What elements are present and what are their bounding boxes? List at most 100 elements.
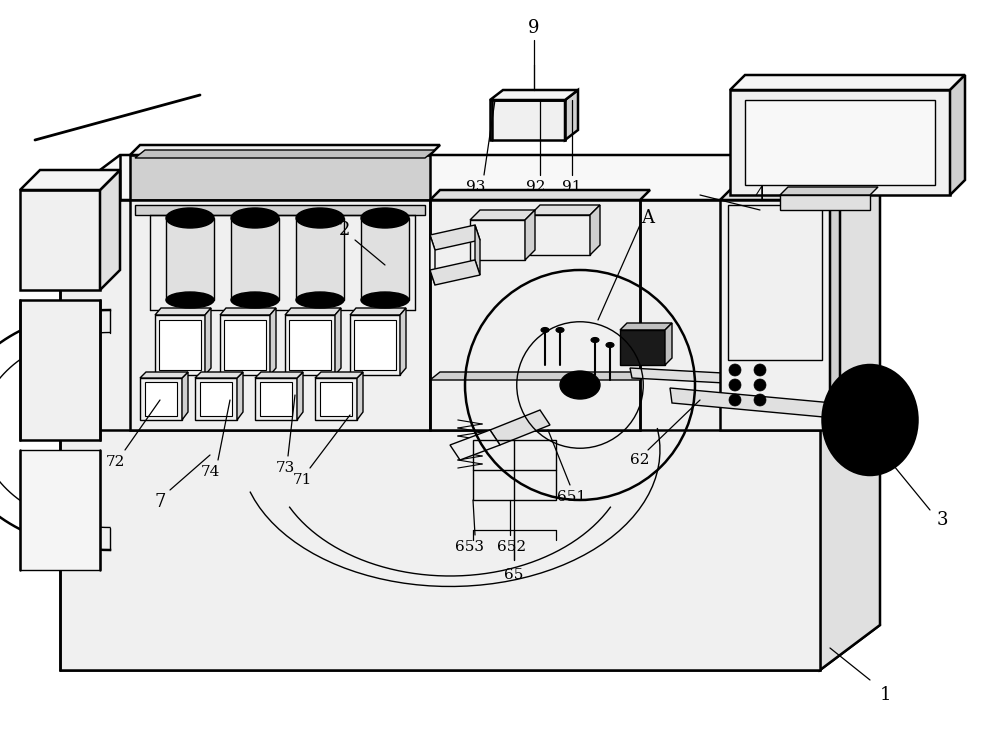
Polygon shape [720, 200, 830, 430]
Polygon shape [620, 323, 672, 330]
Polygon shape [100, 170, 120, 290]
Polygon shape [830, 388, 866, 395]
Polygon shape [665, 323, 672, 365]
Ellipse shape [361, 208, 409, 228]
Polygon shape [285, 315, 335, 375]
Polygon shape [166, 218, 214, 300]
Polygon shape [195, 378, 237, 420]
Ellipse shape [606, 343, 614, 348]
Polygon shape [780, 187, 878, 195]
Polygon shape [730, 75, 965, 90]
Polygon shape [430, 235, 435, 285]
Ellipse shape [231, 292, 279, 308]
Ellipse shape [296, 292, 344, 308]
Polygon shape [350, 315, 400, 375]
Text: 1: 1 [879, 686, 891, 704]
Circle shape [312, 210, 328, 226]
Polygon shape [830, 395, 860, 415]
Ellipse shape [231, 208, 279, 228]
Ellipse shape [296, 208, 344, 228]
Ellipse shape [859, 407, 881, 433]
Polygon shape [205, 308, 211, 375]
Polygon shape [354, 320, 396, 370]
Polygon shape [620, 330, 665, 365]
Polygon shape [350, 308, 406, 315]
Polygon shape [135, 150, 435, 158]
Polygon shape [220, 308, 276, 315]
Ellipse shape [822, 365, 918, 475]
Polygon shape [470, 210, 535, 220]
Polygon shape [730, 90, 950, 195]
Polygon shape [159, 320, 201, 370]
Text: 93: 93 [466, 180, 486, 194]
Polygon shape [490, 410, 550, 445]
Text: 62: 62 [630, 453, 650, 467]
Ellipse shape [838, 382, 902, 458]
Polygon shape [830, 190, 840, 430]
Polygon shape [220, 315, 270, 375]
Polygon shape [231, 218, 279, 300]
Polygon shape [430, 225, 480, 250]
Circle shape [247, 210, 263, 226]
Polygon shape [315, 378, 357, 420]
Polygon shape [20, 300, 100, 440]
Polygon shape [530, 215, 590, 255]
Polygon shape [630, 368, 762, 385]
Ellipse shape [541, 328, 549, 333]
Polygon shape [255, 372, 303, 378]
Text: 9: 9 [528, 19, 540, 37]
Polygon shape [195, 372, 243, 378]
Polygon shape [450, 430, 500, 460]
Ellipse shape [166, 208, 214, 228]
Circle shape [754, 379, 766, 391]
Text: 92: 92 [526, 180, 546, 194]
Polygon shape [490, 100, 565, 140]
Text: 73: 73 [275, 461, 295, 475]
Polygon shape [720, 190, 840, 200]
Polygon shape [400, 308, 406, 375]
Circle shape [729, 364, 741, 376]
Polygon shape [182, 372, 188, 420]
Polygon shape [270, 308, 276, 375]
Text: 653: 653 [456, 540, 484, 554]
Text: 651: 651 [557, 490, 587, 504]
Polygon shape [130, 200, 430, 430]
Polygon shape [60, 155, 880, 200]
Polygon shape [237, 372, 243, 420]
Polygon shape [430, 190, 650, 200]
Polygon shape [130, 155, 430, 200]
Text: 4: 4 [754, 186, 766, 204]
Polygon shape [289, 320, 331, 370]
Polygon shape [565, 90, 578, 140]
Polygon shape [297, 372, 303, 420]
Polygon shape [320, 382, 352, 416]
Polygon shape [530, 205, 600, 215]
Text: 71: 71 [292, 473, 312, 487]
Circle shape [729, 394, 741, 406]
Polygon shape [490, 90, 578, 100]
Polygon shape [470, 220, 525, 260]
Polygon shape [335, 308, 341, 375]
Polygon shape [20, 170, 120, 190]
Polygon shape [315, 372, 363, 378]
Ellipse shape [591, 337, 599, 343]
Polygon shape [285, 308, 341, 315]
Polygon shape [20, 450, 100, 570]
Ellipse shape [560, 371, 600, 399]
Polygon shape [670, 388, 856, 420]
Polygon shape [357, 372, 363, 420]
Polygon shape [255, 378, 297, 420]
Polygon shape [224, 320, 266, 370]
Polygon shape [260, 382, 292, 416]
Circle shape [754, 364, 766, 376]
Polygon shape [728, 205, 822, 360]
Ellipse shape [166, 292, 214, 308]
Polygon shape [135, 205, 425, 215]
Text: 72: 72 [105, 455, 125, 469]
Circle shape [729, 379, 741, 391]
Ellipse shape [556, 328, 564, 333]
Ellipse shape [361, 292, 409, 308]
Polygon shape [361, 218, 409, 300]
Text: 91: 91 [562, 180, 582, 194]
Polygon shape [430, 200, 640, 430]
